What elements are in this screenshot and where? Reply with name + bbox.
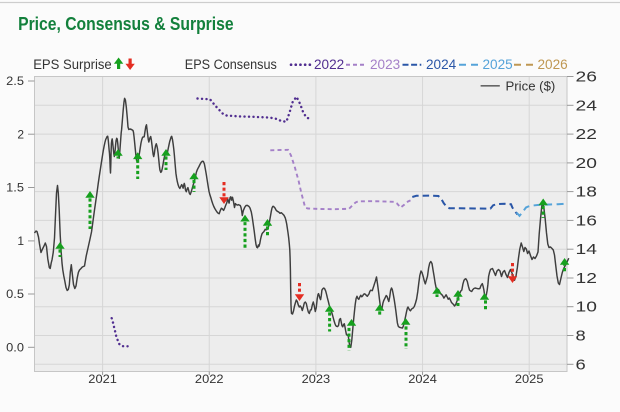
svg-text:24: 24	[576, 97, 597, 114]
svg-text:0.5: 0.5	[6, 287, 24, 301]
svg-text:2025: 2025	[515, 372, 544, 386]
svg-text:2024: 2024	[408, 372, 437, 386]
svg-text:20: 20	[576, 155, 597, 172]
svg-text:12: 12	[576, 270, 597, 287]
svg-text:2: 2	[17, 127, 24, 141]
svg-text:10: 10	[576, 299, 597, 316]
svg-text:EPS Surprise: EPS Surprise	[33, 57, 112, 72]
svg-text:EPS Consensus: EPS Consensus	[185, 57, 277, 72]
svg-text:16: 16	[576, 212, 597, 229]
svg-text:2022: 2022	[195, 372, 224, 386]
svg-text:2026: 2026	[538, 57, 568, 72]
svg-text:Price ($): Price ($)	[506, 79, 556, 94]
svg-text:1: 1	[17, 234, 24, 248]
svg-text:2022: 2022	[314, 57, 344, 72]
svg-text:2023: 2023	[370, 57, 400, 72]
svg-text:18: 18	[576, 184, 597, 201]
svg-text:2024: 2024	[426, 57, 457, 72]
svg-text:Price, Consensus & Surprise: Price, Consensus & Surprise	[18, 14, 234, 34]
svg-text:6: 6	[576, 356, 586, 373]
svg-text:26: 26	[576, 69, 597, 86]
svg-text:2.5: 2.5	[6, 74, 24, 88]
svg-text:1.5: 1.5	[6, 181, 24, 195]
svg-text:2023: 2023	[302, 372, 331, 386]
svg-text:2025: 2025	[483, 57, 513, 72]
svg-text:8: 8	[576, 328, 586, 345]
svg-text:22: 22	[576, 126, 597, 143]
svg-text:2021: 2021	[88, 372, 117, 386]
svg-text:0.0: 0.0	[6, 341, 24, 355]
svg-text:14: 14	[576, 241, 597, 258]
